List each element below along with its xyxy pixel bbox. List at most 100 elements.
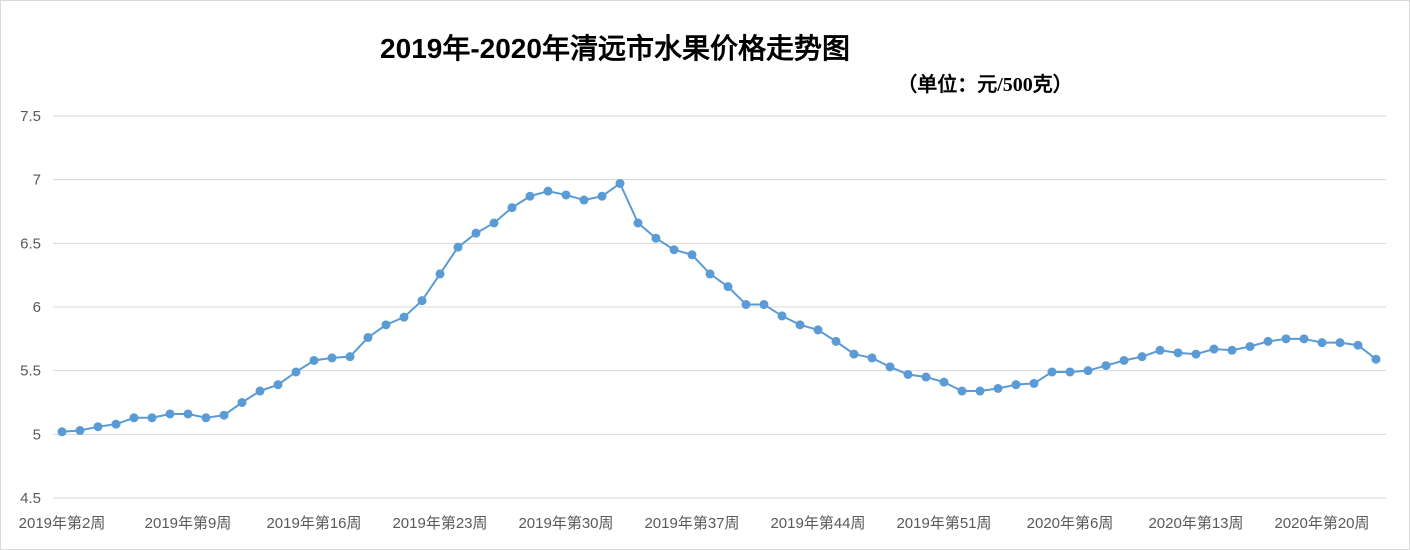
data-point xyxy=(1083,366,1093,376)
data-point xyxy=(471,228,481,238)
gridlines xyxy=(53,115,1386,499)
data-point xyxy=(903,369,913,379)
data-point xyxy=(219,410,229,420)
y-tick-label: 7 xyxy=(33,172,41,189)
data-point xyxy=(597,191,607,201)
y-tick-label: 6.5 xyxy=(20,235,41,252)
data-point xyxy=(345,352,355,362)
y-tick-label: 4.5 xyxy=(20,490,41,507)
data-point xyxy=(183,409,193,419)
chart-unit-subtitle: （单位：元/500克） xyxy=(897,72,1073,96)
data-point xyxy=(759,299,769,309)
data-point xyxy=(867,353,877,363)
data-point xyxy=(885,362,895,372)
data-point xyxy=(579,195,589,205)
data-point xyxy=(561,190,571,200)
data-point xyxy=(165,409,175,419)
data-point xyxy=(1029,378,1039,388)
data-point xyxy=(831,336,841,346)
data-point xyxy=(273,380,283,390)
y-tick-label: 7.5 xyxy=(20,108,41,125)
data-point xyxy=(309,355,319,365)
y-axis-ticks: 4.5 5 5.5 6 6.5 7 7.5 xyxy=(20,108,41,507)
data-point xyxy=(453,242,463,252)
series-fruit-price xyxy=(57,178,1381,437)
data-point xyxy=(705,269,715,279)
x-axis-ticks: 2019年第2周 2019年第9周 2019年第16周 2019年第23周 2019年第… xyxy=(19,514,1370,532)
data-point xyxy=(93,422,103,432)
data-point xyxy=(813,325,823,335)
data-point xyxy=(201,413,211,423)
data-point xyxy=(1335,338,1345,348)
data-point xyxy=(939,377,949,387)
data-point xyxy=(399,312,409,322)
x-tick-label: 2019年第30周 xyxy=(518,514,613,532)
data-point xyxy=(633,218,643,228)
data-point xyxy=(993,383,1003,393)
data-point xyxy=(129,413,139,423)
data-point xyxy=(291,367,301,377)
chart-title: 2019年-2020年清远市水果价格走势图 xyxy=(380,32,850,64)
data-point xyxy=(1101,361,1111,371)
data-point xyxy=(1209,344,1219,354)
x-tick-label: 2019年第44周 xyxy=(770,514,865,532)
data-point xyxy=(1281,334,1291,344)
data-point xyxy=(849,349,859,359)
data-point xyxy=(417,296,427,306)
data-point xyxy=(381,320,391,330)
data-point xyxy=(1263,336,1273,346)
data-point xyxy=(1191,349,1201,359)
data-point xyxy=(525,191,535,201)
data-point xyxy=(1011,380,1021,390)
data-point xyxy=(615,178,625,188)
x-tick-label: 2019年第37周 xyxy=(644,514,739,532)
data-point xyxy=(237,398,247,407)
data-point xyxy=(723,282,733,292)
data-point xyxy=(1065,367,1075,377)
data-point xyxy=(921,372,931,382)
y-tick-label: 6 xyxy=(33,299,41,316)
x-tick-label: 2020年第6周 xyxy=(1027,514,1114,532)
y-tick-label: 5 xyxy=(33,426,41,443)
data-point xyxy=(957,386,967,396)
data-point xyxy=(1245,341,1255,351)
data-point xyxy=(147,413,157,423)
data-point xyxy=(975,386,985,396)
data-point xyxy=(651,233,661,243)
data-point xyxy=(363,333,373,343)
x-tick-label: 2020年第20周 xyxy=(1274,514,1369,532)
data-point xyxy=(741,299,751,309)
data-point xyxy=(1227,345,1237,355)
data-point xyxy=(255,386,265,396)
data-point xyxy=(1299,334,1309,344)
data-point xyxy=(75,426,85,436)
data-point xyxy=(327,353,337,363)
data-point xyxy=(777,311,787,321)
data-point xyxy=(1137,352,1147,362)
data-point xyxy=(111,419,121,429)
data-point xyxy=(57,427,67,437)
data-point xyxy=(1317,338,1327,348)
y-tick-label: 5.5 xyxy=(20,363,41,380)
x-tick-label: 2020年第13周 xyxy=(1148,514,1243,532)
x-tick-label: 2019年第9周 xyxy=(145,514,232,532)
data-point xyxy=(687,250,697,260)
data-point xyxy=(1155,345,1165,355)
data-point xyxy=(669,245,679,255)
data-point xyxy=(489,218,499,228)
data-point xyxy=(435,269,445,279)
data-point xyxy=(1119,355,1129,365)
data-point xyxy=(1353,340,1363,350)
data-point xyxy=(543,186,553,196)
x-tick-label: 2019年第51周 xyxy=(896,514,991,532)
data-point xyxy=(507,203,517,213)
x-tick-label: 2019年第23周 xyxy=(392,514,487,532)
data-point xyxy=(1371,354,1381,364)
data-point xyxy=(1173,348,1183,358)
data-point xyxy=(1047,367,1057,377)
x-tick-label: 2019年第16周 xyxy=(266,514,361,532)
data-point xyxy=(795,320,805,330)
